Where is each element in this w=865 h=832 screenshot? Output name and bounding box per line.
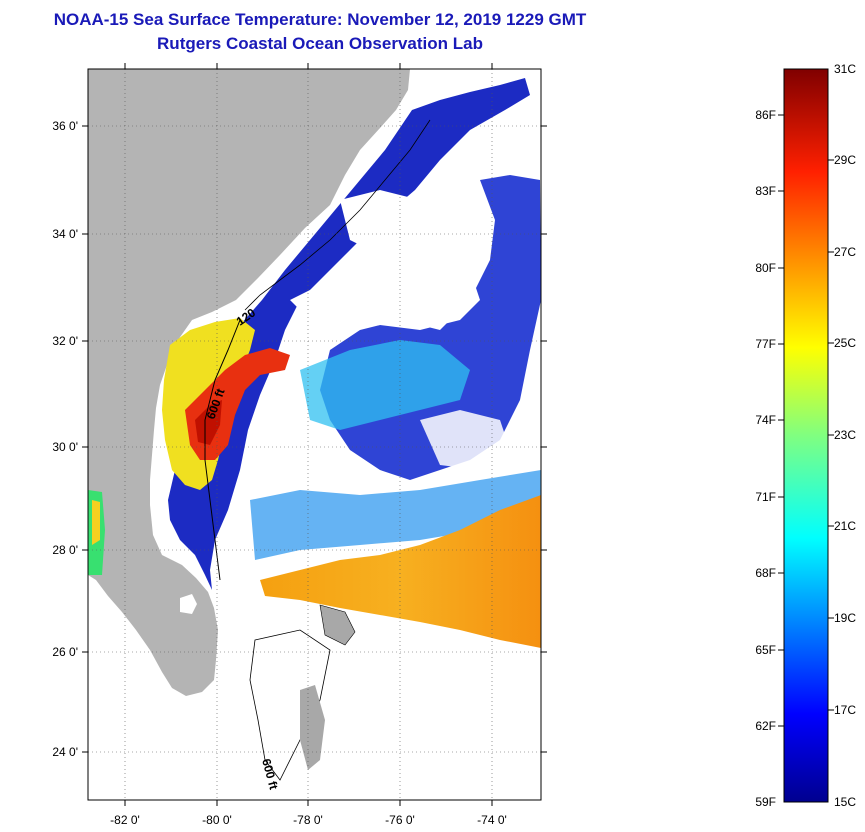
cbar-f-71: 71F xyxy=(755,490,776,504)
map-ticks xyxy=(82,63,547,806)
land-mass xyxy=(88,69,410,696)
andros-island xyxy=(300,685,325,770)
lat-label-28: 28 0' xyxy=(52,543,78,557)
cbar-c-23: 23C xyxy=(834,428,856,442)
lon-label-74: -74 0' xyxy=(477,813,507,827)
isobath-120 xyxy=(244,119,431,311)
cbar-f-68: 68F xyxy=(755,566,776,580)
cbar-f-83: 83F xyxy=(755,184,776,198)
sst-gulf-stream xyxy=(260,495,541,648)
lat-label-30: 30 0' xyxy=(52,440,78,454)
map-title: NOAA-15 Sea Surface Temperature: Novembe… xyxy=(53,10,587,29)
cbar-c-19: 19C xyxy=(834,611,856,625)
lake-okeechobee xyxy=(180,594,197,614)
cbar-f-59: 59F xyxy=(755,795,776,809)
sst-mid-band xyxy=(300,340,470,430)
grand-bahama xyxy=(319,604,356,646)
map-frame xyxy=(87,68,542,801)
cbar-c-27: 27C xyxy=(834,245,856,259)
cbar-c-29: 29C xyxy=(834,153,856,167)
lon-label-80: -80 0' xyxy=(202,813,232,827)
map-subtitle: Rutgers Coastal Ocean Observation Lab xyxy=(157,34,483,53)
cbar-c-21: 21C xyxy=(834,519,856,533)
lon-label-82: -82 0' xyxy=(110,813,140,827)
cbar-f-65: 65F xyxy=(755,643,776,657)
map-layers xyxy=(88,69,541,781)
gulf-sst-warm xyxy=(92,500,100,545)
lat-label-32: 32 0' xyxy=(52,334,78,348)
lon-label-78: -78 0' xyxy=(293,813,323,827)
colorbar xyxy=(783,68,829,803)
cbar-c-25: 25C xyxy=(834,336,856,350)
cloud-mask-4 xyxy=(280,430,350,475)
lat-label-34: 34 0' xyxy=(52,227,78,241)
cloud-mask-3 xyxy=(420,410,510,470)
lat-label-26: 26 0' xyxy=(52,645,78,659)
isobath-600ft xyxy=(204,319,241,581)
cbar-f-80: 80F xyxy=(755,261,776,275)
colorbar-ticks xyxy=(778,114,834,727)
lon-label-76: -76 0' xyxy=(385,813,415,827)
lat-label-24: 24 0' xyxy=(52,745,78,759)
cloud-mask-2 xyxy=(340,190,440,255)
cbar-c-31: 31C xyxy=(834,62,856,76)
lat-label-36: 36 0' xyxy=(52,119,78,133)
sst-hottest xyxy=(195,400,222,445)
bahamas-bank xyxy=(249,629,331,781)
cbar-c-17: 17C xyxy=(834,703,856,717)
cbar-f-62: 62F xyxy=(755,719,776,733)
cloud-mask-1 xyxy=(290,255,480,330)
cbar-f-77: 77F xyxy=(755,337,776,351)
sst-mid-band-south xyxy=(250,470,541,560)
cbar-f-74: 74F xyxy=(755,413,776,427)
cbar-c-15: 15C xyxy=(834,795,856,809)
cbar-f-86: 86F xyxy=(755,108,776,122)
